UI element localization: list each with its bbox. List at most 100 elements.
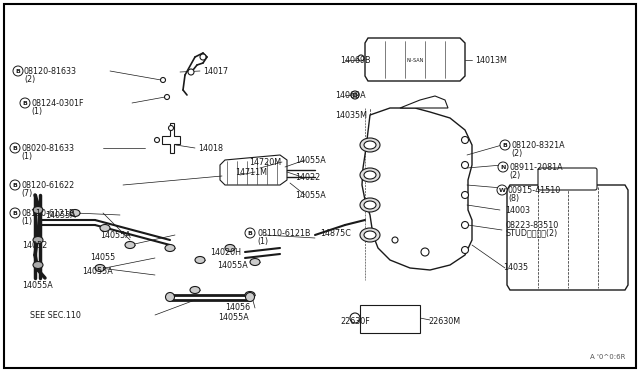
Text: 08223-83510: 08223-83510 [505, 221, 558, 230]
Circle shape [421, 248, 429, 256]
Circle shape [164, 94, 170, 99]
Ellipse shape [364, 201, 376, 209]
Polygon shape [507, 185, 628, 290]
Text: 14055A: 14055A [295, 190, 326, 199]
Ellipse shape [364, 141, 376, 149]
Text: 14875C: 14875C [320, 228, 351, 237]
Circle shape [500, 140, 510, 150]
Circle shape [498, 162, 508, 172]
Text: (2): (2) [511, 148, 522, 157]
Text: A '0^0:6R: A '0^0:6R [589, 354, 625, 360]
Text: NI-SAN: NI-SAN [406, 58, 424, 62]
Circle shape [358, 55, 364, 61]
Text: 14055A: 14055A [82, 267, 113, 276]
Text: 08120-81633: 08120-81633 [24, 67, 77, 76]
Ellipse shape [195, 257, 205, 263]
Text: 14711M: 14711M [235, 167, 267, 176]
Text: N: N [500, 164, 506, 170]
Ellipse shape [70, 209, 80, 217]
Text: 08120-61622: 08120-61622 [21, 180, 74, 189]
Text: 14055: 14055 [90, 253, 115, 263]
Ellipse shape [125, 241, 135, 248]
Circle shape [461, 247, 468, 253]
Circle shape [10, 208, 20, 218]
Text: 08911-2081A: 08911-2081A [509, 163, 563, 171]
Text: 22630M: 22630M [428, 317, 460, 327]
Polygon shape [162, 123, 180, 153]
Text: SEE SEC.110: SEE SEC.110 [30, 311, 81, 320]
Polygon shape [220, 155, 287, 185]
Text: 14022: 14022 [295, 173, 320, 182]
Text: (2): (2) [24, 74, 35, 83]
Circle shape [161, 77, 166, 83]
Ellipse shape [33, 206, 43, 214]
Text: B: B [15, 68, 20, 74]
Text: STUDスタッド(2): STUDスタッド(2) [505, 228, 557, 237]
Circle shape [353, 93, 357, 97]
Text: 14052: 14052 [22, 241, 47, 250]
Text: 14003: 14003 [505, 205, 530, 215]
Circle shape [351, 91, 359, 99]
Text: B: B [502, 142, 508, 148]
Ellipse shape [95, 264, 105, 272]
Circle shape [497, 185, 507, 195]
Text: 08020-81633: 08020-81633 [21, 144, 74, 153]
Circle shape [188, 69, 194, 75]
Ellipse shape [225, 244, 235, 251]
Text: 08110-6121B: 08110-6121B [21, 208, 74, 218]
Ellipse shape [190, 286, 200, 294]
Text: (1): (1) [257, 237, 268, 246]
Text: W: W [499, 187, 506, 192]
Circle shape [461, 192, 468, 199]
Text: B: B [13, 211, 17, 215]
Text: 14017: 14017 [203, 67, 228, 76]
Ellipse shape [360, 168, 380, 182]
Circle shape [392, 237, 398, 243]
Text: 14055A: 14055A [217, 260, 248, 269]
Text: 14056: 14056 [225, 304, 250, 312]
Ellipse shape [33, 237, 43, 244]
Text: 14069A: 14069A [335, 90, 365, 99]
Circle shape [461, 221, 468, 228]
Text: 14018: 14018 [198, 144, 223, 153]
FancyBboxPatch shape [360, 305, 420, 333]
Circle shape [13, 66, 23, 76]
Polygon shape [400, 96, 448, 108]
Circle shape [10, 143, 20, 153]
Circle shape [245, 228, 255, 238]
Text: B: B [22, 100, 28, 106]
Ellipse shape [364, 171, 376, 179]
Ellipse shape [364, 231, 376, 239]
Text: 14055A: 14055A [295, 155, 326, 164]
Text: 14055A: 14055A [22, 280, 52, 289]
Ellipse shape [33, 262, 43, 269]
Text: (7): (7) [21, 189, 32, 198]
Text: 14055A: 14055A [100, 231, 131, 240]
Ellipse shape [360, 198, 380, 212]
Text: 14055A: 14055A [45, 211, 76, 219]
Ellipse shape [360, 138, 380, 152]
Text: 14720M: 14720M [249, 157, 281, 167]
Text: (1): (1) [31, 106, 42, 115]
Text: B: B [13, 183, 17, 187]
Circle shape [246, 292, 255, 301]
Polygon shape [365, 38, 465, 81]
Text: (8): (8) [508, 193, 519, 202]
Ellipse shape [100, 224, 110, 231]
Circle shape [10, 180, 20, 190]
Text: 14035: 14035 [503, 263, 528, 273]
Ellipse shape [165, 244, 175, 251]
Circle shape [461, 137, 468, 144]
Text: 08124-0301F: 08124-0301F [31, 99, 83, 108]
Ellipse shape [360, 228, 380, 242]
Text: 08120-8321A: 08120-8321A [511, 141, 564, 150]
Text: 22630F: 22630F [340, 317, 370, 327]
FancyBboxPatch shape [538, 168, 597, 190]
Text: 08110-6121B: 08110-6121B [257, 228, 310, 237]
Circle shape [20, 98, 30, 108]
Text: 00915-41510: 00915-41510 [508, 186, 561, 195]
Circle shape [168, 125, 173, 131]
Text: B: B [13, 145, 17, 151]
Text: 14013M: 14013M [475, 55, 507, 64]
Text: B: B [248, 231, 252, 235]
